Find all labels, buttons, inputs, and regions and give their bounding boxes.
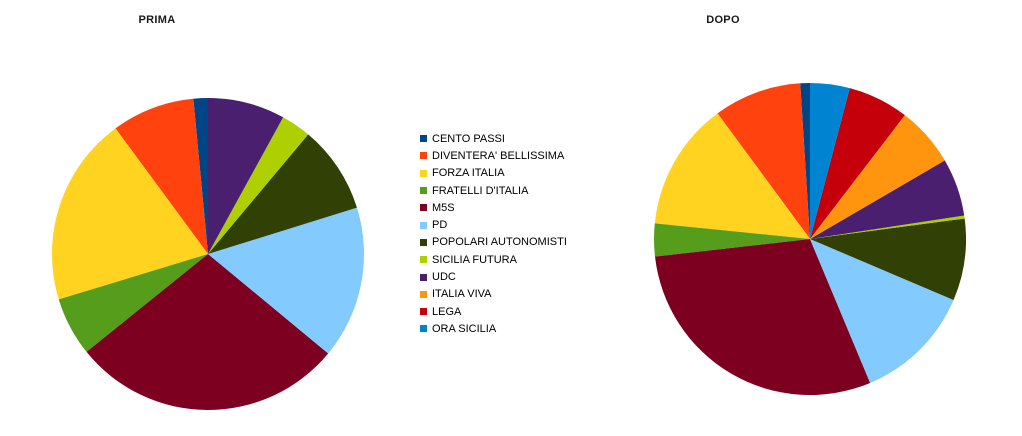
pie-slice-forza-italia — [52, 128, 208, 300]
legend-swatch-icon — [420, 204, 427, 212]
pie-slice-m5s — [655, 239, 871, 395]
legend-swatch-icon — [420, 187, 427, 195]
legend-label: M5S — [432, 201, 455, 214]
pie-slice-ora-sicilia — [810, 83, 850, 239]
legend-label: LEGA — [432, 305, 462, 318]
legend-label: ORA SICILIA — [432, 322, 497, 335]
chart-title-prima: PRIMA — [138, 14, 176, 26]
pie-slice-sicilia-futura — [208, 117, 309, 254]
legend-item-sicilia-futura: SICILIA FUTURA — [420, 251, 567, 268]
pie-slice-m5s — [86, 254, 329, 410]
pie-slice-sicilia-futura — [810, 215, 965, 239]
pie-slice-lega — [810, 88, 905, 240]
legend-swatch-icon — [420, 169, 427, 177]
legend-item-udc: UDC — [420, 268, 567, 285]
pie-slice-udc — [810, 160, 965, 239]
legend-item-ora-sicilia: ORA SICILIA — [420, 320, 567, 337]
legend-label: ITALIA VIVA — [432, 288, 492, 301]
legend-item-pd: PD — [420, 216, 567, 233]
legend-item-m5s: M5S — [420, 199, 567, 216]
pie-slice-cento-passi — [193, 98, 208, 254]
chart-title-dopo: DOPO — [706, 14, 740, 26]
pie-slice-popolari-autonomisti — [208, 134, 357, 254]
legend-label: PD — [432, 219, 448, 232]
pie-slice-fratelli-d-italia — [58, 254, 208, 352]
legend-label: UDC — [432, 271, 456, 284]
legend-item-popolari-autonomisti: POPOLARI AUTONOMISTI — [420, 234, 567, 251]
pie-slice-popolari-autonomisti — [810, 218, 966, 301]
legend-label: POPOLARI AUTONOMISTI — [432, 236, 567, 249]
pie-slice-udc — [208, 98, 284, 254]
pie-chart-dopo — [654, 83, 966, 395]
legend-label: SICILIA FUTURA — [432, 253, 517, 266]
legend-label: CENTO PASSI — [432, 132, 505, 145]
legend-item-cento-passi: CENTO PASSI — [420, 130, 567, 147]
legend-swatch-icon — [420, 238, 427, 246]
legend-item-diventera-bellissima: DIVENTERA' BELLISSIMA — [420, 147, 567, 164]
pie-slice-pd — [208, 207, 364, 354]
pie-slice-diventera-bellissima — [115, 98, 208, 254]
pie-slice-pd — [810, 239, 954, 383]
pie-slice-fratelli-d-italia — [654, 223, 810, 257]
legend-swatch-icon — [420, 135, 427, 143]
pie-slice-diventera-bellissima — [717, 83, 810, 239]
legend-label: FRATELLI D'ITALIA — [432, 184, 529, 197]
legend: CENTO PASSI DIVENTERA' BELLISSIMA FORZA IT… — [420, 130, 567, 338]
pie-slice-italia-viva — [810, 115, 945, 239]
legend-swatch-icon — [420, 273, 427, 281]
legend-item-lega: LEGA — [420, 303, 567, 320]
legend-swatch-icon — [420, 325, 427, 333]
legend-swatch-icon — [420, 290, 427, 298]
legend-swatch-icon — [420, 221, 427, 229]
legend-item-fratelli-d-italia: FRATELLI D'ITALIA — [420, 182, 567, 199]
legend-label: DIVENTERA' BELLISSIMA — [432, 149, 565, 162]
pie-slice-cento-passi — [800, 83, 810, 239]
pie-chart-prima — [52, 98, 364, 410]
legend-swatch-icon — [420, 152, 427, 160]
legend-label: FORZA ITALIA — [432, 167, 505, 180]
legend-item-italia-viva: ITALIA VIVA — [420, 286, 567, 303]
pie-slice-forza-italia — [654, 113, 810, 239]
legend-swatch-icon — [420, 256, 427, 264]
legend-item-forza-italia: FORZA ITALIA — [420, 165, 567, 182]
legend-swatch-icon — [420, 308, 427, 316]
